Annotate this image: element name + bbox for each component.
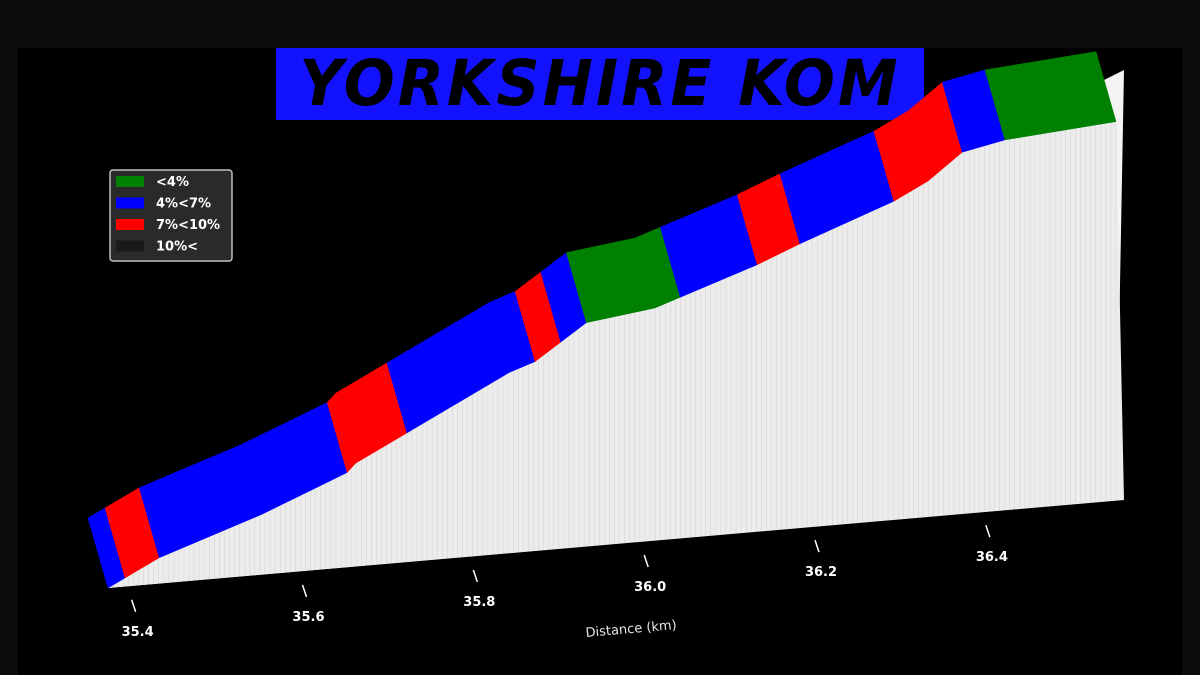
legend-box	[109, 169, 233, 262]
profile-segment	[984, 51, 1117, 141]
x-tick-label: 35.4	[122, 625, 154, 640]
x-tick-label: 36.2	[805, 565, 837, 580]
x-tick-label: 35.8	[463, 595, 495, 610]
profile-top-surface	[87, 51, 1117, 589]
x-tick-mark	[130, 599, 137, 612]
legend-swatch	[116, 176, 144, 187]
x-tick-mark	[643, 554, 649, 568]
x-tick-mark	[814, 539, 820, 553]
legend-swatch	[116, 197, 144, 209]
legend: <4% 4%<7% 7%<10% 10%<	[109, 169, 233, 262]
legend-label: 7%<10%	[156, 218, 220, 233]
x-tick-label: 36.0	[634, 580, 666, 595]
x-axis-label: Distance (km)	[585, 618, 677, 641]
legend-label: 10%<	[156, 240, 198, 255]
profile-wall	[108, 121, 1124, 588]
x-tick-mark	[301, 584, 308, 598]
profile-wall-face	[108, 121, 1124, 588]
title-banner: YORKSHIRE KOM	[276, 47, 924, 121]
x-tick-mark	[472, 569, 479, 583]
chart-title: YORKSHIRE KOM	[299, 47, 901, 121]
x-tick-label: 35.6	[292, 610, 324, 625]
x-axis: 35.4 35.6 35.8 36.0 36.2 36.4	[122, 524, 1008, 640]
legend-label: 4%<7%	[156, 197, 211, 212]
x-tick-mark	[985, 524, 991, 538]
x-tick-label: 36.4	[976, 550, 1008, 565]
legend-swatch	[116, 240, 144, 252]
legend-label: <4%	[156, 175, 189, 190]
legend-swatch	[116, 219, 144, 230]
